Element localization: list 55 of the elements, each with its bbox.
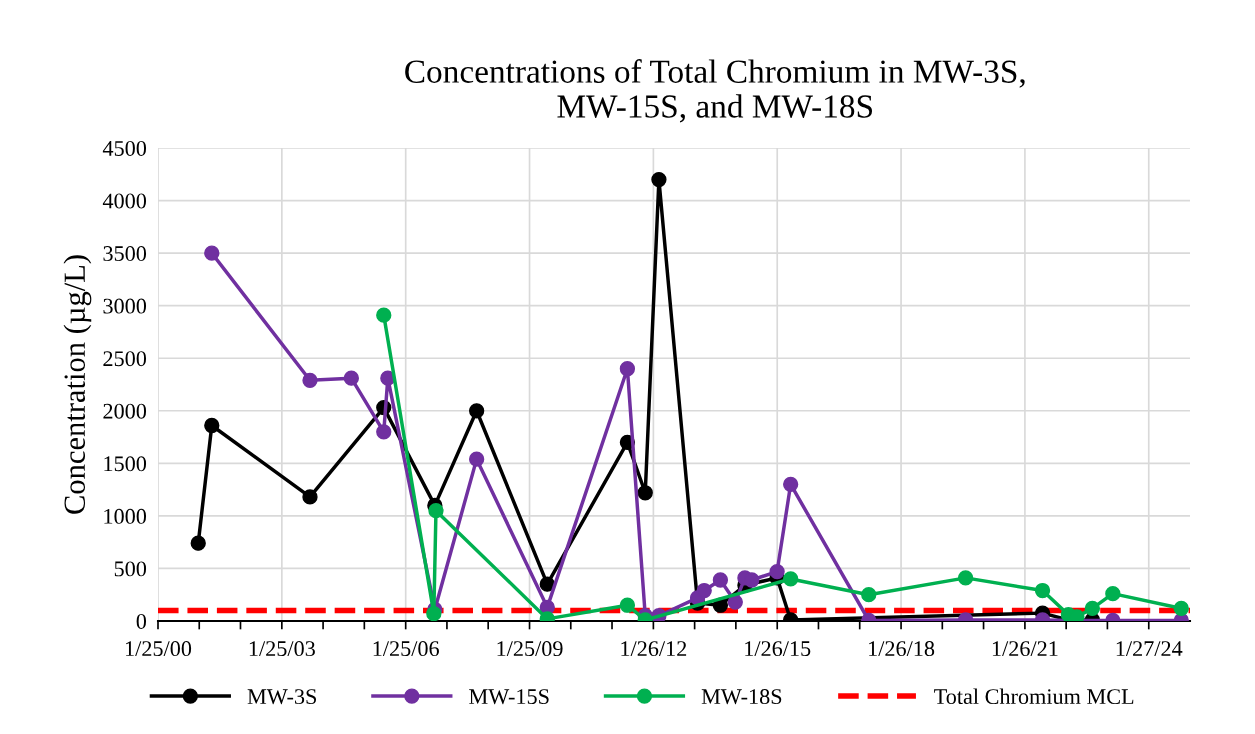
- x-tick-label: 1/25/03: [249, 641, 315, 657]
- point: [783, 571, 799, 587]
- point: [469, 403, 485, 419]
- point: [426, 606, 442, 621]
- x-tick-label: 1/25/09: [497, 641, 563, 657]
- y-tick-label: 2500: [103, 351, 147, 367]
- point: [769, 563, 785, 580]
- point: [1084, 600, 1101, 617]
- y-tick-label: 3500: [103, 246, 147, 262]
- x-tick-label: 1/26/21: [992, 641, 1058, 657]
- point: [957, 570, 974, 586]
- point: [343, 370, 359, 386]
- y-tick-label: 4000: [102, 193, 147, 209]
- x-tick-label: 1/26/15: [745, 641, 811, 657]
- y-tick-label: 1500: [104, 456, 147, 472]
- point: [376, 424, 392, 440]
- x-tick-label: 1/26/12: [621, 641, 687, 657]
- legend-label: MW-3S: [247, 689, 317, 705]
- point: [204, 245, 220, 261]
- x-tick-label: 1/26/18: [869, 641, 935, 657]
- point: [469, 451, 485, 467]
- point: [619, 361, 636, 377]
- point: [376, 307, 392, 323]
- point: [428, 502, 444, 519]
- point: [727, 594, 743, 610]
- y-tick-label: 4500: [102, 140, 147, 156]
- point: [651, 171, 667, 188]
- point: [696, 582, 712, 599]
- x-tick-label: 1/25/06: [373, 641, 439, 657]
- point: [1105, 586, 1121, 602]
- legend-label: MW-18S: [701, 689, 782, 705]
- legend-label: MW-15S: [469, 689, 549, 705]
- point: [744, 572, 760, 588]
- point: [1034, 582, 1051, 599]
- y-tick-label: 500: [114, 561, 147, 577]
- point: [861, 587, 877, 603]
- point: [619, 597, 636, 613]
- y-tick-label: 2000: [103, 403, 147, 419]
- point: [204, 417, 220, 434]
- point: [302, 489, 318, 505]
- legend-label: Total Chromium MCL: [934, 688, 1134, 705]
- y-tick-label: 1000: [104, 508, 147, 524]
- point: [302, 372, 318, 388]
- point: [190, 535, 206, 551]
- y-tick-label: 3000: [103, 298, 147, 314]
- y-axis-title: Concentration (µg/L): [63, 255, 92, 514]
- x-tick-label: 1/27/24: [1116, 641, 1183, 657]
- point: [637, 485, 653, 501]
- point: [783, 476, 799, 492]
- point: [712, 572, 729, 588]
- point: [1173, 600, 1189, 617]
- chart-title: Concentrations of Total Chromium in MW-3S, MW-15S, and MW-18S: [405, 59, 1025, 123]
- y-tick-label: 0: [136, 613, 147, 629]
- point: [539, 576, 555, 592]
- x-tick-label: 1/25/00: [126, 641, 192, 657]
